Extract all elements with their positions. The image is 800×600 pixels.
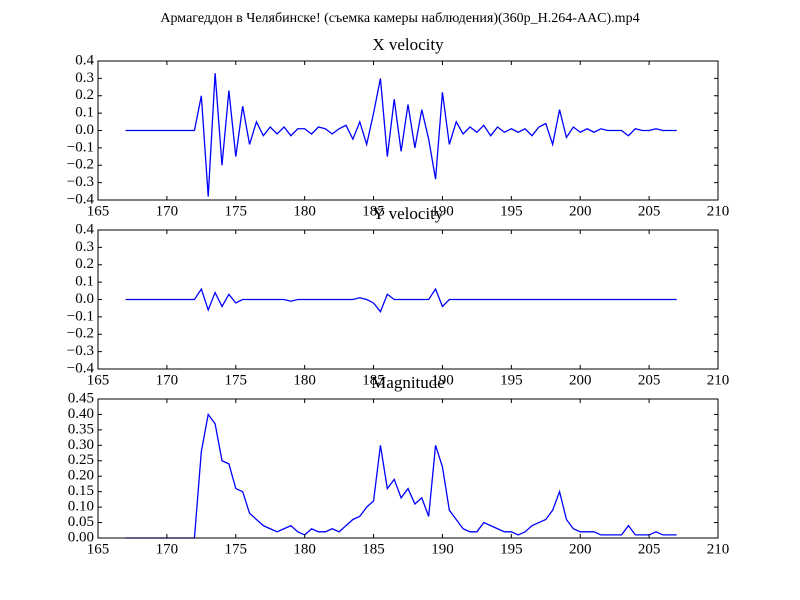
x-tick-label: 210	[707, 203, 730, 219]
x-tick-label: 205	[638, 203, 661, 219]
y-tick-label: 0.4	[75, 52, 94, 68]
y-tick-label: 0.45	[68, 390, 94, 406]
y-tick-label: 0.0	[75, 122, 94, 138]
y-tick-label: 0.30	[68, 437, 94, 453]
y-tick-label: 0.2	[75, 87, 94, 103]
y-tick-label: 0.0	[75, 291, 94, 307]
y-tick-label: −0.4	[67, 360, 95, 376]
x-tick-label: 195	[500, 203, 523, 219]
axes-frame	[97, 60, 719, 201]
x-tick-label: 180	[293, 203, 316, 219]
x-tick-label: 175	[225, 203, 248, 219]
x-tick-label: 185	[362, 541, 385, 557]
axes-title: Magnitude	[371, 373, 445, 392]
y-tick-label: 0.3	[75, 239, 94, 255]
y-tick-label: 0.3	[75, 70, 94, 86]
figure-title: Армагеддон в Челябинске! (съемка камеры …	[160, 11, 639, 26]
x-tick-label: 185	[362, 372, 385, 388]
y-tick-label: −0.4	[67, 191, 95, 207]
y-tick-label: 0.10	[68, 499, 94, 515]
y-tick-label: 0.2	[75, 256, 94, 272]
x-tick-label: 185	[362, 203, 385, 219]
y-tick-label: −0.1	[67, 308, 94, 324]
y-tick-label: −0.3	[67, 343, 94, 359]
y-tick-label: 0.1	[75, 105, 94, 121]
y-tick-label: −0.1	[67, 139, 94, 155]
x-tick-label: 165	[87, 541, 110, 557]
axes-title: X velocity	[372, 35, 444, 54]
x-tick-label: 205	[638, 541, 661, 557]
y-tick-label: −0.2	[67, 326, 94, 342]
y-tick-label: 0.1	[75, 274, 94, 290]
x-tick-label: 175	[225, 372, 248, 388]
x-tick-label: 200	[569, 203, 592, 219]
x-tick-label: 170	[156, 203, 179, 219]
x-tick-label: 210	[707, 372, 730, 388]
y-tick-label: 0.20	[68, 468, 94, 484]
data-line	[125, 287, 677, 313]
data-line	[125, 73, 677, 197]
x-tick-label: 170	[156, 541, 179, 557]
y-tick-label: −0.3	[67, 174, 94, 190]
x-tick-label: 165	[87, 372, 110, 388]
axes-frame	[97, 398, 719, 539]
x-tick-label: 165	[87, 203, 110, 219]
x-tick-label: 190	[431, 203, 454, 219]
y-tick-label: 0.35	[68, 421, 94, 437]
x-tick-label: 200	[569, 541, 592, 557]
x-tick-label: 205	[638, 372, 661, 388]
data-line	[125, 412, 677, 539]
x-tick-label: 195	[500, 372, 523, 388]
axes-frame	[97, 229, 719, 370]
y-tick-label: 0.40	[68, 406, 94, 422]
x-tick-label: 180	[293, 541, 316, 557]
x-tick-label: 190	[431, 372, 454, 388]
x-tick-label: 180	[293, 372, 316, 388]
y-tick-label: 0.05	[68, 514, 94, 530]
axes-title: Y velocity	[373, 204, 444, 223]
x-tick-label: 200	[569, 372, 592, 388]
x-tick-label: 175	[225, 541, 248, 557]
y-tick-label: 0.15	[68, 483, 94, 499]
x-tick-label: 195	[500, 541, 523, 557]
x-tick-label: 190	[431, 541, 454, 557]
y-tick-label: 0.00	[68, 529, 94, 545]
y-tick-label: 0.4	[75, 221, 94, 237]
y-tick-label: −0.2	[67, 157, 94, 173]
y-tick-label: 0.25	[68, 452, 94, 468]
x-tick-label: 170	[156, 372, 179, 388]
x-tick-label: 210	[707, 541, 730, 557]
